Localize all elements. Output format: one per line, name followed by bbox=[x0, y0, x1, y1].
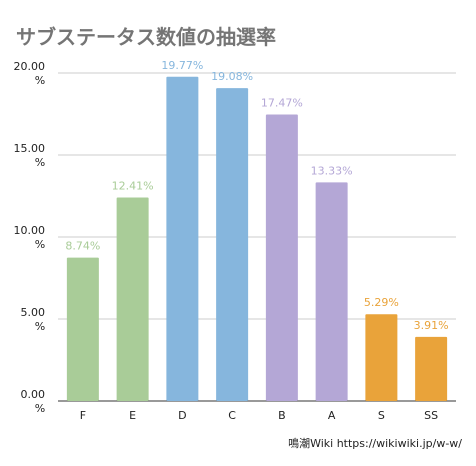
data-label: 5.29% bbox=[364, 296, 399, 309]
y-tick-unit: % bbox=[35, 74, 45, 87]
y-tick-unit: % bbox=[35, 402, 45, 415]
chart-title: サブステータス数値の抽選率 bbox=[16, 25, 276, 49]
y-tick-label: 15.00 bbox=[14, 142, 46, 155]
x-tick-label: E bbox=[129, 409, 136, 422]
x-tick-label: A bbox=[328, 409, 336, 422]
x-tick-label: S bbox=[378, 409, 385, 422]
bar-a bbox=[315, 182, 348, 401]
bar-d bbox=[166, 76, 199, 401]
data-label: 8.74% bbox=[65, 240, 100, 253]
bar-s bbox=[365, 314, 398, 401]
y-tick-label: 10.00 bbox=[14, 224, 46, 237]
data-label: 19.77% bbox=[161, 59, 203, 72]
y-axis-ticks: 0.00%5.00%10.00%15.00%20.00% bbox=[14, 60, 46, 415]
bar-c bbox=[216, 88, 249, 401]
y-tick-label: 0.00 bbox=[21, 388, 46, 401]
x-tick-label: F bbox=[80, 409, 86, 422]
bar-b bbox=[265, 114, 298, 401]
data-labels: 8.74% 12.41% 19.77% 19.08% 17.47% 13.33% 5.29%… bbox=[65, 59, 448, 332]
y-tick-label: 5.00 bbox=[21, 306, 46, 319]
data-label: 13.33% bbox=[311, 164, 353, 177]
source-credit: 鳴潮Wiki https://wikiwiki.jp/w-w/ bbox=[288, 436, 462, 450]
y-tick-unit: % bbox=[35, 156, 45, 169]
data-label: 12.41% bbox=[112, 179, 154, 192]
data-label: 17.47% bbox=[261, 96, 303, 109]
x-tick-label: D bbox=[178, 409, 186, 422]
y-tick-unit: % bbox=[35, 320, 45, 333]
x-tick-label: SS bbox=[424, 409, 438, 422]
bar-e bbox=[116, 197, 149, 401]
x-tick-label: C bbox=[228, 409, 236, 422]
data-label: 3.91% bbox=[414, 319, 449, 332]
data-label: 19.08% bbox=[211, 70, 253, 83]
bar-f bbox=[66, 257, 99, 401]
x-tick-label: B bbox=[278, 409, 286, 422]
bar-ss bbox=[415, 336, 448, 401]
y-tick-unit: % bbox=[35, 238, 45, 251]
bars bbox=[66, 76, 448, 401]
x-axis-ticks: F E D C B A S SS bbox=[80, 409, 438, 422]
y-tick-label: 20.00 bbox=[14, 60, 46, 73]
